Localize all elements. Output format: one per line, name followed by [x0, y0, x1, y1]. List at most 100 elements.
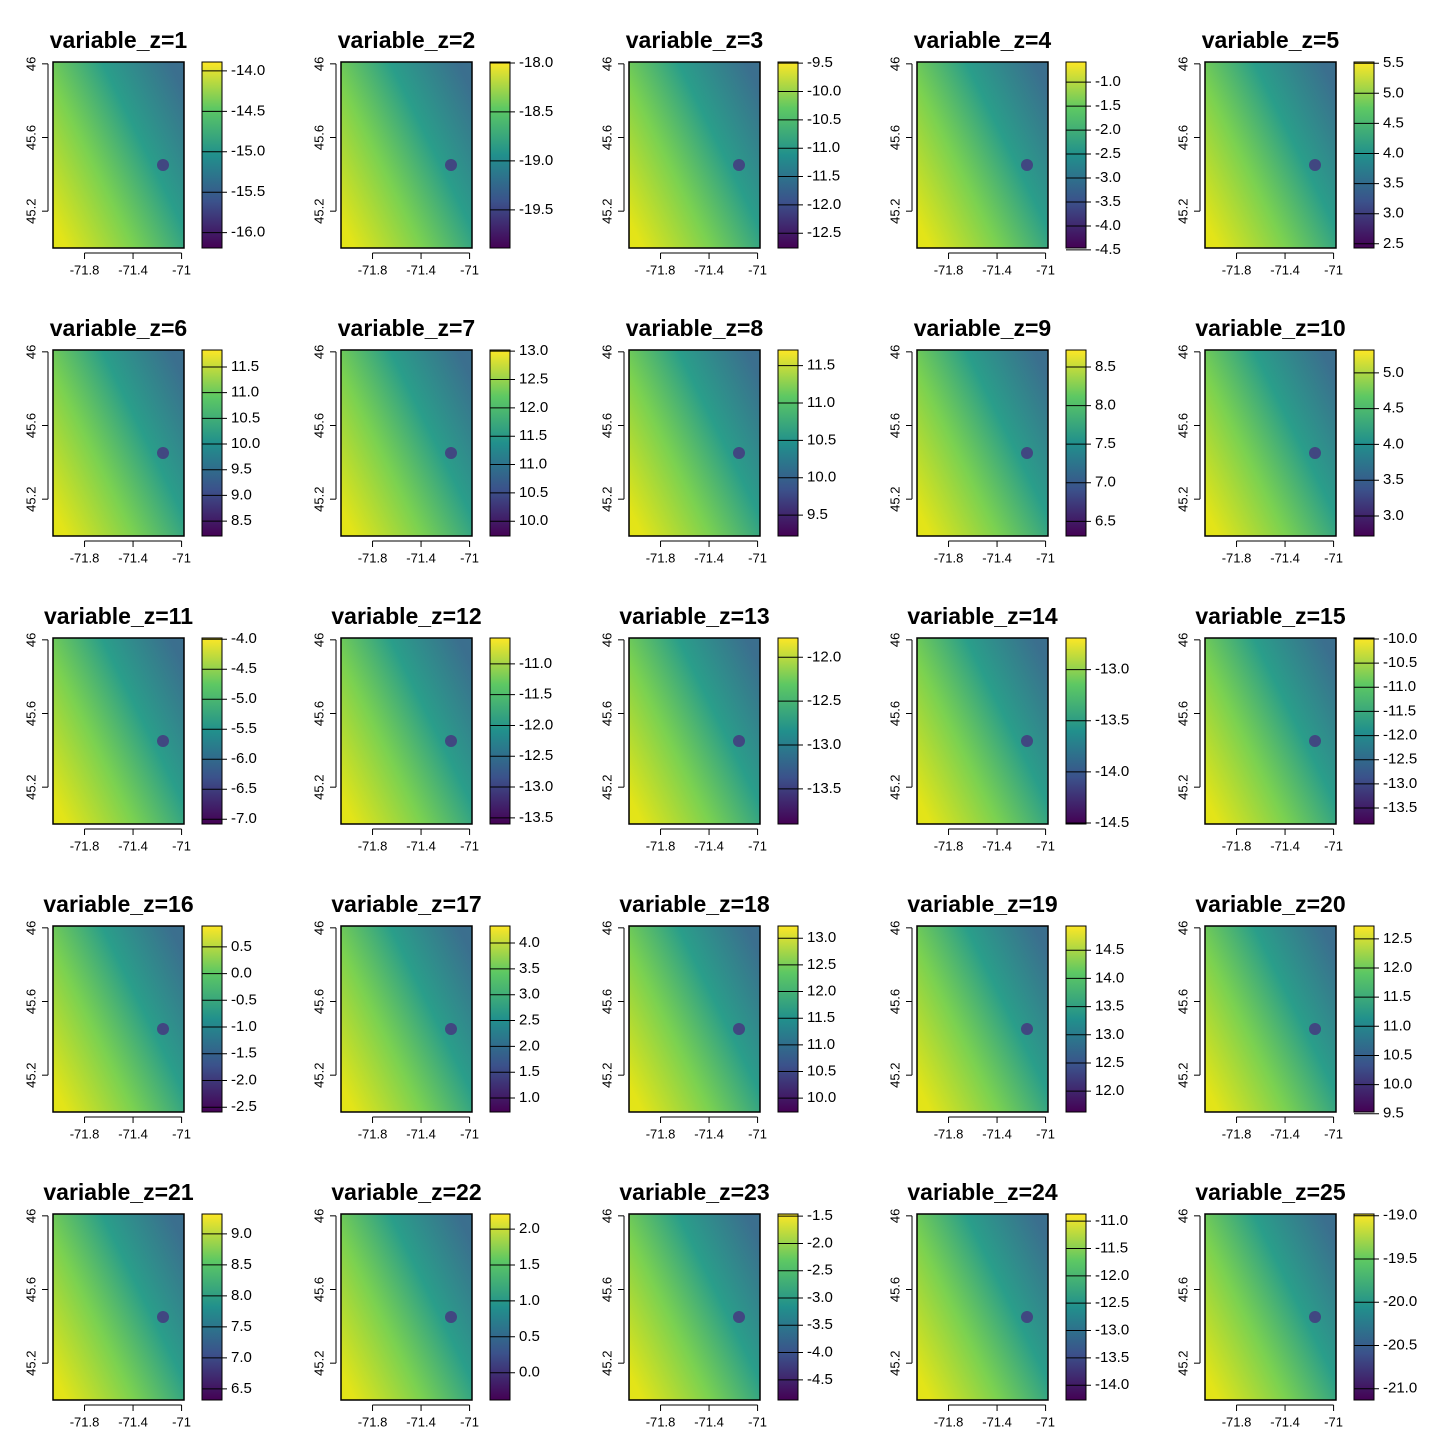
colorbar — [777, 1213, 799, 1401]
colorbar — [1353, 61, 1375, 249]
colorbar-tick-label: 9.0 — [231, 1225, 252, 1242]
x-tick-label: -71.8 — [934, 1414, 964, 1429]
colorbar-tick-label: 5.0 — [1383, 84, 1404, 101]
y-tick-label: 45.2 — [887, 1351, 902, 1376]
colorbar — [777, 349, 799, 537]
x-tick-label: -71.4 — [1270, 262, 1300, 277]
colorbar — [489, 1213, 511, 1401]
colorbar-tick-label: 7.5 — [231, 1318, 252, 1335]
panel-title: variable_z=23 — [619, 1179, 769, 1205]
y-tick-label: 46 — [311, 633, 326, 647]
x-tick-label: -71.4 — [118, 1126, 148, 1141]
x-tick-label: -71 — [1324, 262, 1343, 277]
colorbar-tick-label: 4.5 — [1383, 114, 1404, 131]
raster-image — [1205, 62, 1336, 248]
x-tick-label: -71.4 — [406, 262, 436, 277]
y-tick-label: 45.6 — [887, 989, 902, 1014]
panel-title: variable_z=21 — [43, 1179, 193, 1205]
panel: variable_z=21 -71.8 -71.4 -71 45.2 45.6 46 6.5 7… — [23, 1179, 251, 1429]
colorbar-tick-label: 3.0 — [519, 986, 540, 1003]
map-border — [52, 925, 185, 1113]
y-tick-label: 46 — [1175, 1209, 1190, 1223]
colorbar-tick-label: 12.0 — [1095, 1082, 1124, 1099]
map-border — [340, 349, 473, 537]
y-tick-label: 45.6 — [887, 701, 902, 726]
colorbar-tick-label: 11.5 — [519, 427, 547, 444]
panel-title: variable_z=6 — [50, 315, 187, 341]
colorbar-tick-label: -19.5 — [519, 201, 553, 218]
colorbar-tick-label: -5.0 — [231, 690, 257, 707]
y-tick-label: 45.2 — [1175, 1063, 1190, 1088]
y-tick-label: 45.2 — [887, 487, 902, 512]
x-tick-label: -71.4 — [406, 1414, 436, 1429]
colorbar-tick-label: 7.0 — [231, 1349, 252, 1366]
colorbar-tick-label: 10.5 — [519, 484, 548, 501]
panel-title: variable_z=19 — [907, 891, 1057, 917]
raster-image — [917, 926, 1048, 1112]
x-tick-label: -71.4 — [694, 262, 724, 277]
y-tick-label: 46 — [887, 345, 902, 359]
y-tick-label: 45.6 — [23, 989, 38, 1014]
raster-feature — [445, 735, 457, 747]
map-border — [916, 349, 1049, 537]
panel: variable_z=25 -71.8 -71.4 -71 45.2 45.6 46 -21.… — [1175, 1179, 1417, 1429]
y-tick-label: 46 — [311, 345, 326, 359]
colorbar-tick-label: 9.0 — [231, 486, 252, 503]
x-tick-label: -71 — [1324, 1414, 1343, 1429]
colorbar-tick-label: -2.0 — [1095, 121, 1121, 138]
raster-image — [1205, 638, 1336, 824]
colorbar-tick-label: -0.5 — [231, 991, 257, 1008]
panel: variable_z=14 -71.8 -71.4 -71 45.2 45.6 46 -14.… — [887, 603, 1129, 853]
y-tick-label: 46 — [887, 1209, 902, 1223]
colorbar-tick-label: -12.0 — [807, 196, 841, 213]
panel-title: variable_z=13 — [619, 603, 769, 629]
raster-image — [917, 62, 1048, 248]
y-tick-label: 45.2 — [23, 1063, 38, 1088]
y-tick-label: 45.2 — [1175, 487, 1190, 512]
panel: variable_z=3 -71.8 -71.4 -71 45.2 45.6 46 -12.5… — [599, 27, 841, 277]
x-tick-label: -71 — [1036, 838, 1055, 853]
colorbar-tick-label: -19.5 — [1383, 1250, 1417, 1267]
y-tick-label: 45.6 — [599, 125, 614, 150]
panel: variable_z=13 -71.8 -71.4 -71 45.2 45.6 46 -13.… — [599, 603, 841, 853]
raster-feature — [445, 159, 457, 171]
raster-feature — [157, 447, 169, 459]
colorbar — [201, 61, 223, 249]
colorbar-tick-label: -1.5 — [807, 1207, 833, 1224]
y-tick-label: 45.6 — [887, 413, 902, 438]
colorbar-tick-label: -14.0 — [231, 62, 265, 79]
panel-title: variable_z=25 — [1195, 1179, 1345, 1205]
colorbar-tick-label: -11.5 — [807, 168, 840, 185]
colorbar-tick-label: -10.0 — [807, 82, 841, 99]
y-tick-label: 45.6 — [1175, 701, 1190, 726]
colorbar-tick-label: 4.5 — [1383, 400, 1404, 417]
colorbar-tick-label: 12.5 — [1095, 1054, 1124, 1071]
colorbar-tick-label: 12.5 — [807, 956, 836, 973]
colorbar — [1065, 925, 1087, 1113]
colorbar-tick-label: -2.0 — [807, 1234, 833, 1251]
y-tick-label: 45.2 — [1175, 1351, 1190, 1376]
y-tick-label: 46 — [23, 1209, 38, 1223]
colorbar-tick-label: 6.5 — [231, 1380, 252, 1397]
y-tick-label: 46 — [23, 57, 38, 71]
x-tick-label: -71.8 — [70, 838, 100, 853]
panel-title: variable_z=1 — [50, 27, 188, 53]
y-tick-label: 45.6 — [1175, 413, 1190, 438]
raster-image — [341, 1214, 472, 1400]
x-tick-label: -71 — [748, 1414, 767, 1429]
colorbar-tick-label: -12.5 — [1383, 751, 1417, 768]
map-border — [52, 349, 185, 537]
colorbar-tick-label: 14.5 — [1095, 941, 1124, 958]
y-tick-label: 46 — [599, 633, 614, 647]
colorbar-tick-label: 10.0 — [231, 435, 260, 452]
raster-feature — [1021, 735, 1033, 747]
panel: variable_z=23 -71.8 -71.4 -71 45.2 45.6 46 -4.5… — [599, 1179, 832, 1429]
panel: variable_z=8 -71.8 -71.4 -71 45.2 45.6 46 9.5 10… — [599, 315, 836, 565]
y-tick-label: 45.2 — [887, 199, 902, 224]
map-border — [340, 925, 473, 1113]
x-tick-label: -71.4 — [1270, 550, 1300, 565]
raster-feature — [157, 159, 169, 171]
y-tick-label: 45.6 — [23, 1277, 38, 1302]
x-tick-label: -71 — [1036, 1126, 1055, 1141]
